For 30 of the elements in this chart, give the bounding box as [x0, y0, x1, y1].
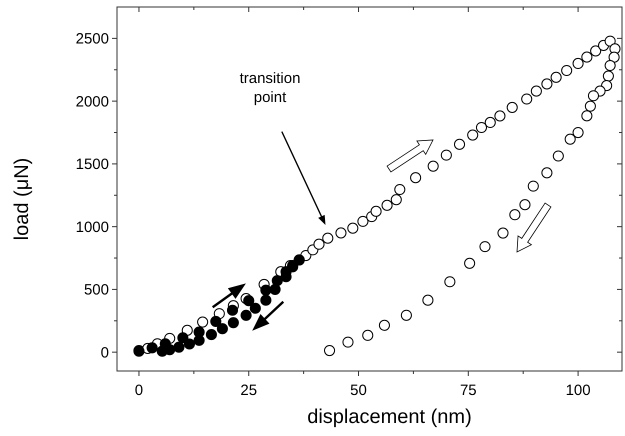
point: [206, 329, 217, 340]
y-tick-label: 2500: [76, 30, 109, 48]
x-tick-label: 25: [240, 382, 258, 399]
y-tick-label: 500: [84, 282, 109, 299]
point: [173, 342, 184, 353]
x-tick-label: 75: [460, 382, 477, 399]
x-tick-label: 100: [566, 382, 591, 399]
point: [156, 346, 168, 357]
annotation: transition point: [240, 70, 300, 106]
y-tick-label: 0: [100, 344, 109, 362]
point: [216, 323, 228, 334]
y-tick-label: 1000: [76, 218, 109, 236]
y-axis-title: load (μN): [11, 158, 33, 240]
x-axis-title: displacement (nm): [307, 406, 472, 428]
point: [270, 284, 281, 295]
point: [240, 310, 252, 321]
point: [210, 316, 222, 327]
x-tick-label: 50: [350, 382, 367, 399]
point: [228, 317, 239, 328]
x-tick-label: 0: [134, 382, 144, 399]
point: [260, 284, 272, 296]
point: [146, 342, 158, 354]
y-tick-label: 1500: [76, 156, 109, 174]
y-tick-label: 2000: [76, 93, 109, 110]
point: [226, 304, 238, 316]
point: [184, 338, 196, 350]
point: [260, 294, 272, 306]
point: [250, 302, 261, 314]
point: [243, 295, 254, 306]
point: [194, 334, 205, 346]
